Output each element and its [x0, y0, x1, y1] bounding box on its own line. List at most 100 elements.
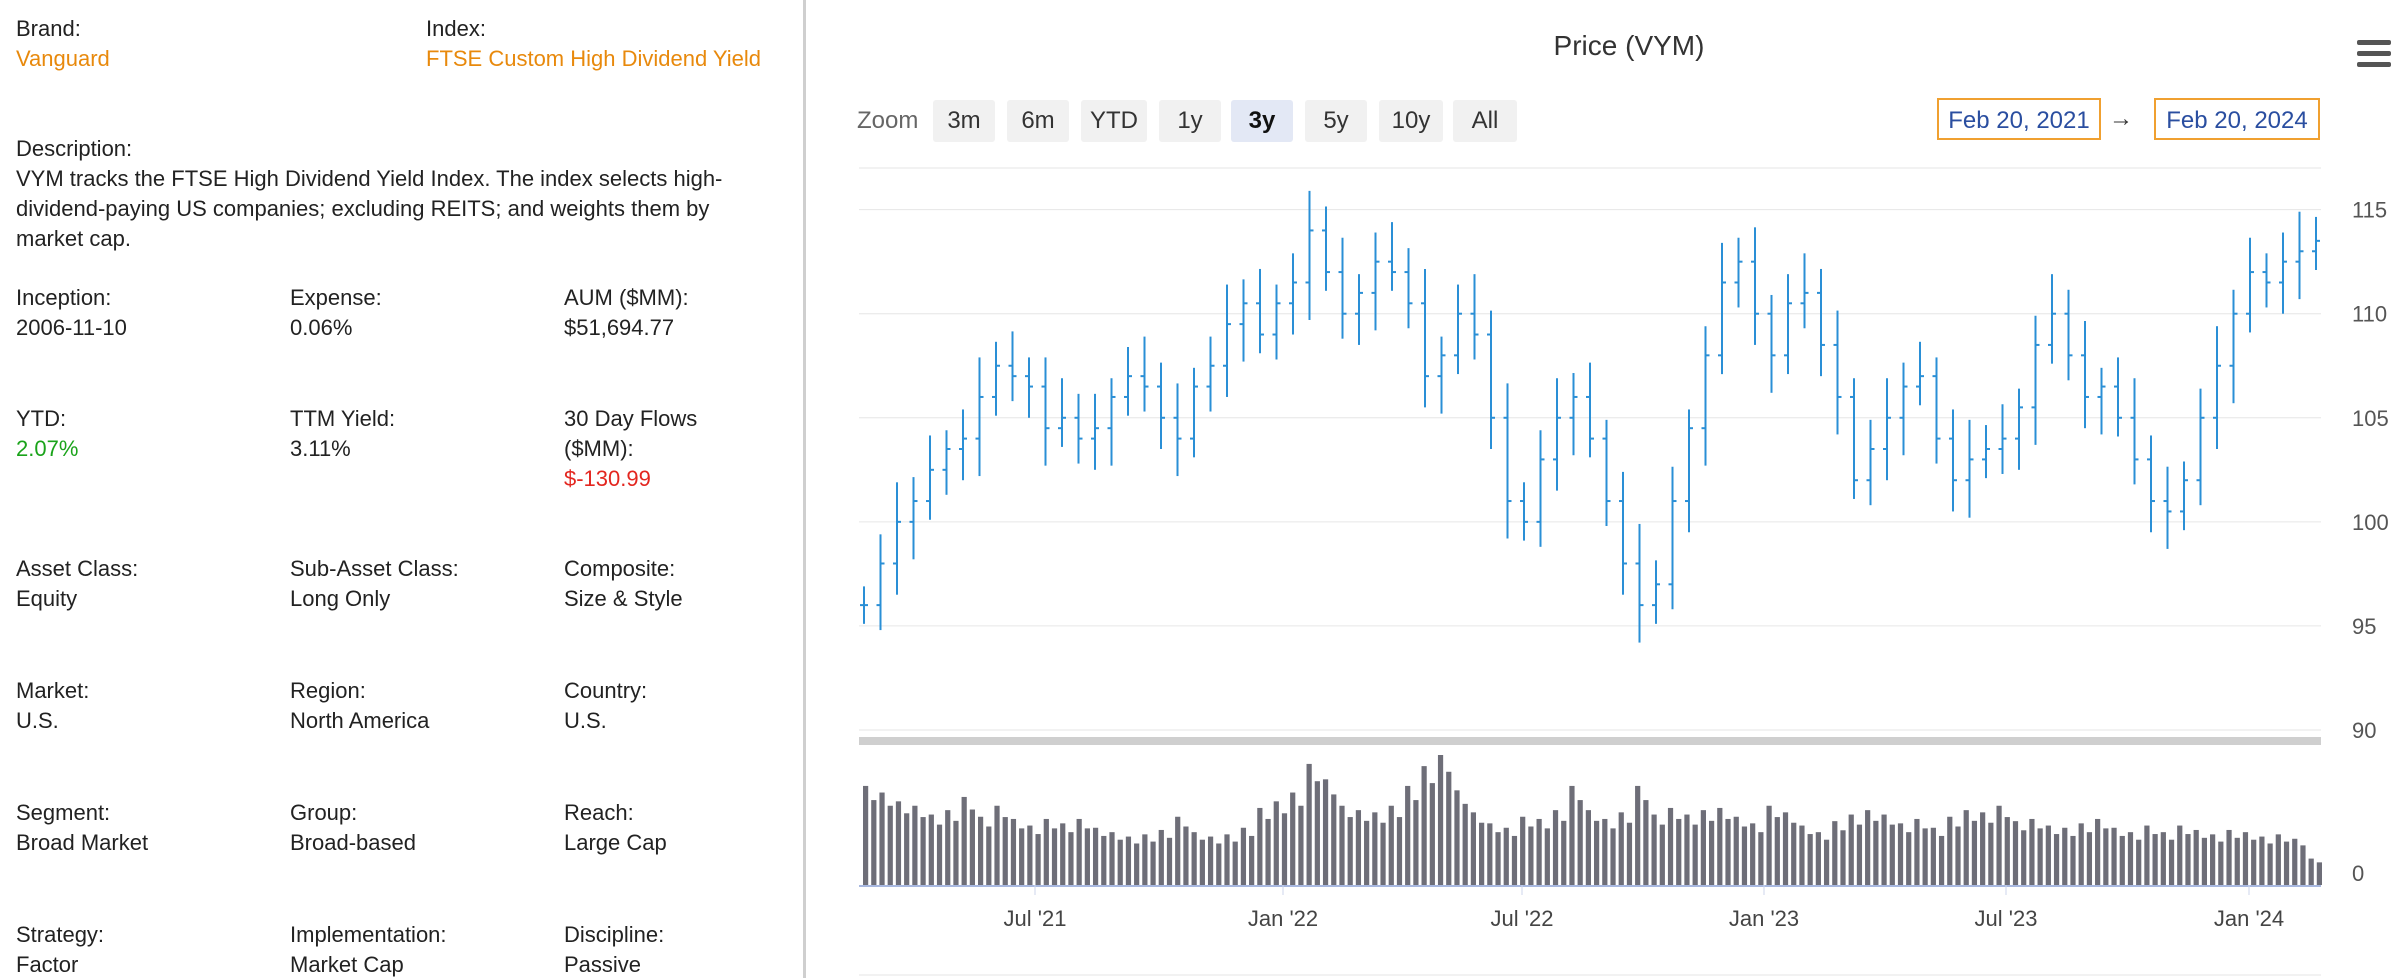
price-bar	[1817, 268, 1825, 377]
volume-bar	[1125, 836, 1132, 885]
volume-bar	[1561, 820, 1567, 885]
volume-bar	[2308, 858, 2314, 885]
volume-bar	[1676, 818, 1682, 885]
price-bar	[1404, 248, 1413, 329]
price-bar	[2312, 216, 2320, 270]
segment-value: Broad Market	[16, 830, 149, 855]
volume-bar	[2259, 836, 2265, 885]
price-bar	[2279, 232, 2287, 314]
volume-bar	[2070, 835, 2076, 885]
price-bar	[1190, 367, 1198, 458]
volume-bar	[2234, 837, 2240, 885]
volume-bar	[1035, 834, 1041, 885]
price-volume-chart[interactable]: 90 95 100 105 110 115 0 Jul '21 Jan '22 Jul '22 Ja…	[809, 0, 2408, 978]
price-bar	[1635, 523, 1644, 643]
volume-bar	[1175, 816, 1181, 885]
price-bar	[1454, 284, 1462, 375]
flows-label: 30 Day Flows ($MM):	[564, 406, 698, 461]
chart-title: Price (VYM)	[1553, 30, 1705, 61]
volume-bar	[1503, 827, 1509, 885]
zoom-10y-button[interactable]: 10y	[1379, 100, 1443, 142]
price-bar	[1998, 404, 2007, 474]
volume-bar	[1306, 763, 1312, 885]
volume-bar	[1257, 807, 1263, 885]
x-tick-label: Jul '23	[1975, 906, 2038, 931]
volume-bar	[1421, 766, 1427, 885]
zoom-ytd-button[interactable]: YTD	[1081, 100, 1147, 142]
zoom-3y-button[interactable]: 3y	[1231, 100, 1293, 142]
volume-bar	[1520, 816, 1526, 885]
volume-bar	[2062, 827, 2068, 885]
composite-field: Composite: Size & Style	[564, 554, 794, 614]
volume-bar	[1659, 824, 1665, 885]
volume-bar	[1988, 822, 1994, 885]
volume-bar	[1298, 805, 1304, 885]
price-bar	[1256, 268, 1264, 354]
segment-label: Segment:	[16, 800, 111, 825]
discipline-label: Discipline:	[564, 922, 665, 947]
hamburger-menu-icon[interactable]	[2357, 40, 2391, 68]
volume-bar	[1454, 790, 1460, 885]
volume-bar	[1142, 834, 1148, 885]
price-bar	[1223, 284, 1231, 397]
volume-bar	[1101, 835, 1107, 885]
price-bar	[1619, 471, 1627, 595]
volume-bar	[1922, 828, 1928, 885]
volume-bar	[1388, 805, 1394, 885]
zoom-all-button[interactable]: All	[1453, 100, 1517, 142]
price-bar	[1487, 310, 1495, 449]
zoom-3m-button[interactable]: 3m	[933, 100, 995, 142]
volume-bar	[863, 785, 869, 885]
volume-bar	[1856, 824, 1863, 885]
brand-value[interactable]: Vanguard	[16, 46, 110, 71]
volume-bar	[1692, 824, 1698, 885]
volume-bar	[1224, 834, 1230, 885]
volume-bar	[1068, 832, 1074, 885]
volume-bar	[1799, 825, 1805, 885]
volume-bar	[1207, 836, 1214, 885]
volume-bar	[2292, 838, 2298, 885]
y-tick-label: 110	[2352, 302, 2387, 327]
price-bar	[1503, 383, 1512, 539]
price-bar	[2246, 237, 2254, 333]
price-bar	[2048, 274, 2056, 364]
expense-label: Expense:	[290, 285, 382, 310]
volume-bar	[1322, 779, 1329, 885]
aum-value: $51,694.77	[564, 315, 675, 340]
volume-bar	[2251, 839, 2257, 885]
price-bar	[1767, 294, 1776, 393]
navigator-separator[interactable]	[859, 737, 2321, 745]
group-value: Broad-based	[290, 830, 416, 855]
volume-bar	[1782, 812, 1789, 885]
volume-bar	[1717, 807, 1723, 885]
price-bar	[1569, 373, 1578, 456]
price-bar	[1371, 232, 1380, 331]
volume-bar	[1487, 823, 1493, 885]
price-bar	[1899, 362, 1908, 456]
volume-bar	[2127, 832, 2134, 885]
price-bar	[1107, 378, 1116, 466]
price-bar	[1833, 310, 1842, 435]
volume-bar	[1470, 812, 1477, 885]
price-bar	[2031, 315, 2040, 445]
expense-value: 0.06%	[290, 315, 353, 340]
zoom-5y-button[interactable]: 5y	[1305, 100, 1367, 142]
description-label: Description:	[16, 136, 133, 161]
price-bar	[1751, 227, 1759, 345]
from-date-input[interactable]: Feb 20, 2021	[1937, 98, 2101, 140]
sub-asset-class-value: Long Only	[290, 586, 391, 611]
price-bar	[1421, 268, 1429, 408]
expense-field: Expense: 0.06%	[290, 283, 550, 343]
index-value[interactable]: FTSE Custom High Dividend Yield	[426, 46, 762, 71]
volume-bar	[1536, 818, 1542, 885]
price-bar	[1074, 393, 1083, 464]
zoom-1y-button[interactable]: 1y	[1159, 100, 1221, 142]
volume-bar	[1462, 803, 1468, 885]
price-bar	[1652, 560, 1660, 624]
composite-label: Composite:	[564, 556, 676, 581]
volume-bar	[1791, 822, 1797, 885]
to-date-input[interactable]: Feb 20, 2024	[2154, 98, 2320, 140]
sub-asset-class-field: Sub-Asset Class: Long Only	[290, 554, 550, 614]
zoom-6m-button[interactable]: 6m	[1007, 100, 1069, 142]
price-bar	[1668, 466, 1677, 610]
